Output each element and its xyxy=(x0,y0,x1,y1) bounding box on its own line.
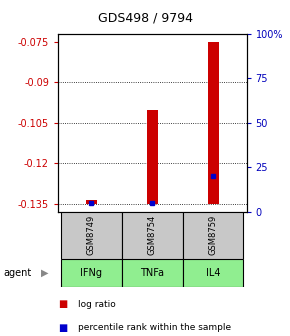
Text: GDS498 / 9794: GDS498 / 9794 xyxy=(97,12,193,25)
Text: ▶: ▶ xyxy=(41,268,49,278)
Text: ■: ■ xyxy=(58,323,67,333)
Bar xyxy=(208,42,219,204)
Text: TNFa: TNFa xyxy=(140,268,164,278)
Text: log ratio: log ratio xyxy=(78,300,116,308)
Bar xyxy=(86,200,97,204)
Text: percentile rank within the sample: percentile rank within the sample xyxy=(78,323,231,332)
Text: GSM8754: GSM8754 xyxy=(148,215,157,255)
Text: agent: agent xyxy=(3,268,31,278)
Text: IL4: IL4 xyxy=(206,268,220,278)
Text: ■: ■ xyxy=(58,299,67,309)
Bar xyxy=(183,212,244,259)
Text: GSM8749: GSM8749 xyxy=(87,215,96,255)
Bar xyxy=(147,111,158,204)
Text: IFNg: IFNg xyxy=(80,268,102,278)
Bar xyxy=(183,259,244,287)
Bar xyxy=(61,212,122,259)
Bar xyxy=(61,259,122,287)
Bar xyxy=(122,259,183,287)
Bar xyxy=(122,212,183,259)
Text: GSM8759: GSM8759 xyxy=(209,215,218,255)
